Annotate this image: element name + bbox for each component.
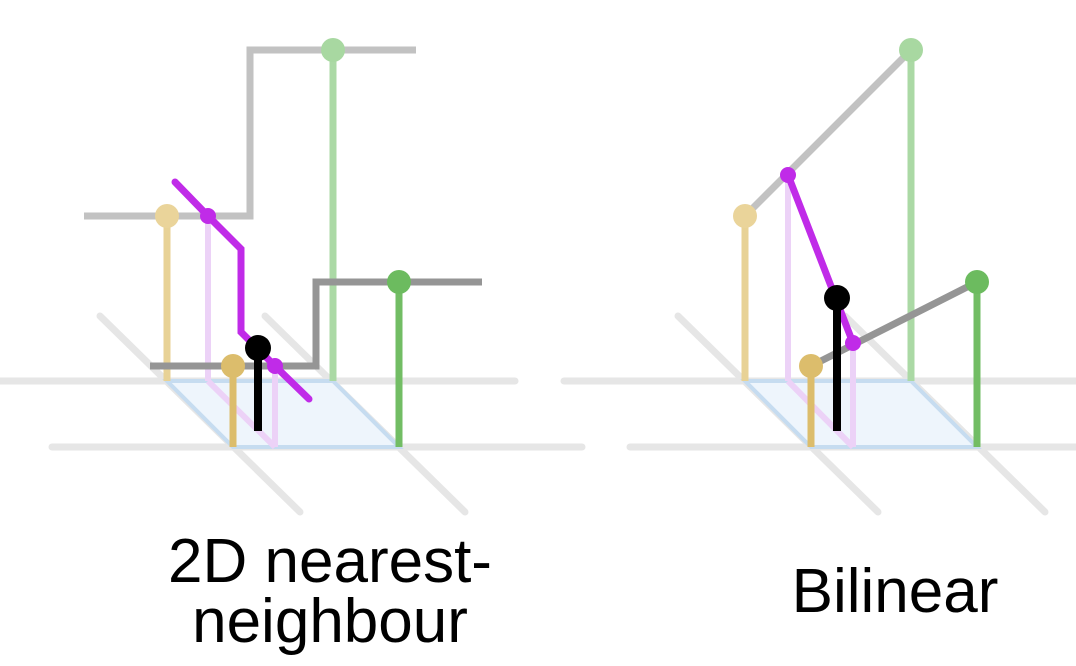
result-point (245, 335, 271, 361)
unit-cell (162, 379, 404, 449)
bilinear-panel (560, 38, 1076, 516)
magenta-projection (205, 216, 278, 450)
sample-point-back-left (155, 204, 179, 228)
magenta-interp-line (784, 171, 857, 347)
magenta-projection (785, 175, 856, 450)
sample-point-front-right (387, 270, 411, 294)
sample-point-back-right (321, 38, 345, 62)
magenta-point-upper (200, 208, 216, 224)
magenta-point-upper (780, 167, 796, 183)
back-interp-line (741, 46, 915, 220)
result-point (824, 285, 850, 311)
sample-point-front-left (799, 354, 823, 378)
caption-line: neighbour (192, 587, 468, 656)
nearest-neighbour-caption: 2D nearest- neighbour (90, 527, 570, 656)
back-step-line (84, 46, 416, 220)
sample-point-back-right (899, 38, 923, 62)
magenta-point-lower (267, 358, 283, 374)
unit-cell (740, 379, 982, 449)
sample-point-back-left (733, 204, 757, 228)
bilinear-caption: Bilinear (700, 557, 1076, 626)
front-step-line (150, 278, 482, 370)
caption-line: 2D nearest- (168, 527, 492, 596)
sample-point-front-left (221, 354, 245, 378)
sample-point-front-right (965, 270, 989, 294)
magenta-point-lower (845, 335, 861, 351)
nearest-neighbour-panel (0, 38, 586, 516)
caption-line: Bilinear (791, 557, 999, 626)
